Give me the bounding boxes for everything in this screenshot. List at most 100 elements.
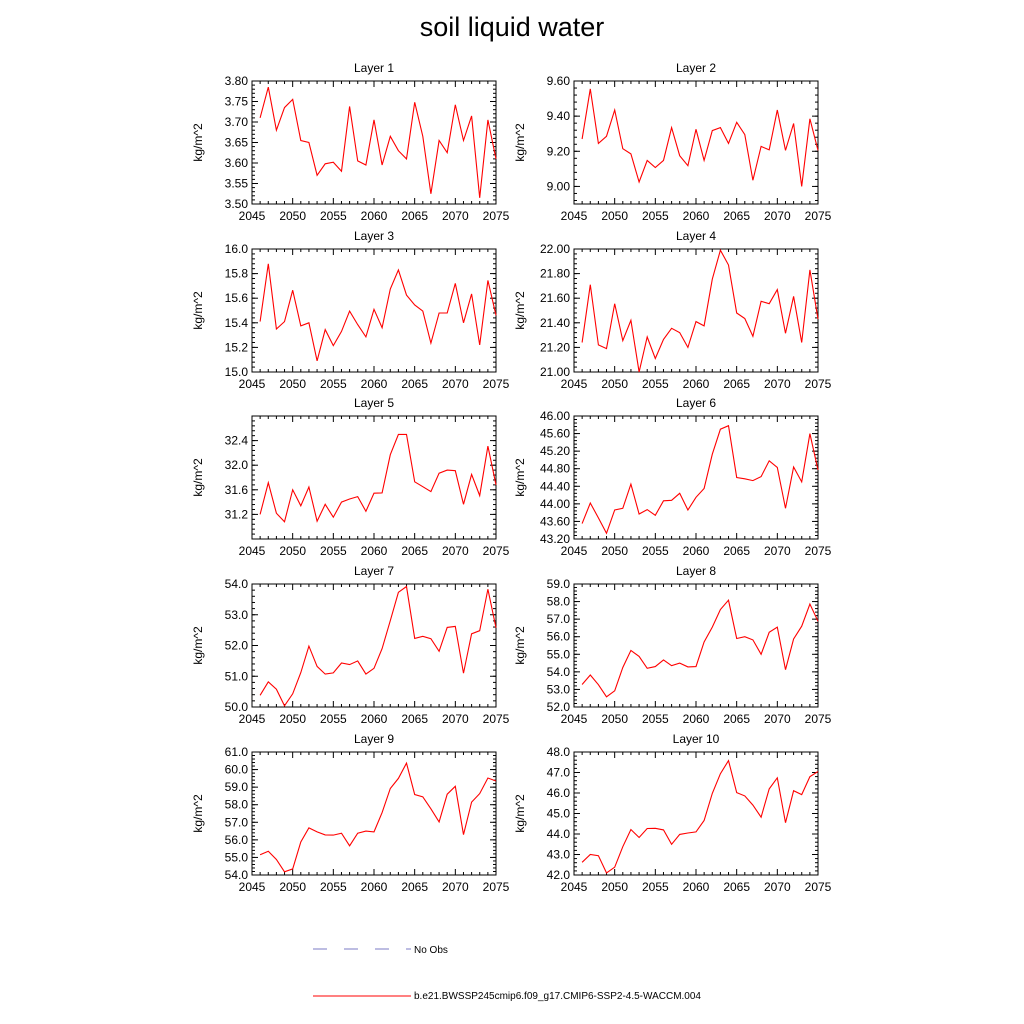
x-tick-label: 2055: [320, 880, 347, 894]
x-tick-label: 2060: [361, 880, 388, 894]
x-tick-label: 2075: [805, 209, 832, 223]
x-tick-label: 2045: [239, 377, 266, 391]
y-tick-label: 53.0: [547, 682, 571, 696]
panel-title: Layer 5: [354, 396, 394, 410]
x-tick-label: 2050: [279, 880, 306, 894]
x-tick-label: 2050: [601, 544, 628, 558]
y-tick-label: 47.0: [547, 766, 571, 780]
y-tick-label: 3.75: [225, 95, 249, 109]
panel-title: Layer 9: [354, 732, 394, 746]
x-tick-label: 2050: [279, 544, 306, 558]
y-tick-label: 46.0: [547, 786, 571, 800]
y-tick-label: 57.0: [547, 612, 571, 626]
x-tick-label: 2045: [239, 544, 266, 558]
panel-title: Layer 7: [354, 564, 394, 578]
x-tick-label: 2075: [483, 209, 510, 223]
y-tick-label: 58.0: [547, 595, 571, 609]
y-tick-label: 55.0: [547, 647, 571, 661]
y-tick-label: 48.0: [547, 745, 571, 759]
y-tick-label: 21.20: [540, 340, 570, 354]
y-axis-label: kg/m^2: [513, 626, 527, 665]
x-tick-label: 2070: [442, 880, 469, 894]
y-tick-label: 58.0: [225, 798, 249, 812]
y-tick-label: 15.8: [225, 267, 249, 281]
plot-frame: [573, 751, 819, 876]
panel-layer-10: 2045 2050 2055 2060 2065 2070 2075 42.0 43.0 44.0…: [513, 732, 832, 894]
y-tick-label: 9.60: [547, 74, 571, 88]
y-tick-label: 3.70: [225, 115, 249, 129]
y-tick-label: 54.0: [225, 577, 249, 591]
y-tick-label: 15.2: [225, 340, 249, 354]
x-tick-label: 2055: [642, 377, 669, 391]
y-tick-label: 45.20: [540, 444, 570, 458]
x-tick-label: 2050: [279, 209, 306, 223]
legend: No Obs b.e21.BWSSP245cmip6.f09_g17.CMIP6-…: [313, 945, 701, 1002]
panel-layer-5: 2045 2050 2055 2060 2065 2070 2075 31.2 31.6 32.0…: [191, 396, 510, 558]
x-tick-label: 2055: [642, 880, 669, 894]
x-tick-label: 2065: [401, 544, 428, 558]
x-tick-label: 2060: [683, 544, 710, 558]
y-tick-label: 53.0: [225, 608, 249, 622]
y-tick-label: 54.0: [547, 665, 571, 679]
x-tick-label: 2065: [723, 880, 750, 894]
y-tick-label: 60.0: [225, 763, 249, 777]
x-tick-label: 2070: [764, 377, 791, 391]
y-tick-label: 21.00: [540, 365, 570, 379]
x-tick-label: 2055: [642, 544, 669, 558]
y-tick-label: 3.50: [225, 197, 249, 211]
y-tick-label: 44.80: [540, 462, 570, 476]
x-tick-label: 2060: [361, 544, 388, 558]
series-line: [581, 248, 819, 373]
x-tick-label: 2045: [561, 544, 588, 558]
panel-layer-3: 2045 2050 2055 2060 2065 2070 2075 15.0 15.2 15.4…: [191, 229, 510, 391]
series-line: [259, 761, 497, 873]
x-tick-label: 2045: [561, 712, 588, 726]
y-tick-label: 15.0: [225, 365, 249, 379]
y-axis-label: kg/m^2: [191, 626, 205, 665]
y-tick-label: 44.0: [547, 827, 571, 841]
x-tick-label: 2070: [442, 377, 469, 391]
x-tick-label: 2045: [561, 377, 588, 391]
y-tick-label: 43.60: [540, 514, 570, 528]
y-tick-label: 43.20: [540, 532, 570, 546]
x-tick-label: 2060: [683, 712, 710, 726]
x-tick-label: 2065: [401, 209, 428, 223]
y-tick-label: 56.0: [547, 630, 571, 644]
panel-title: Layer 3: [354, 229, 394, 243]
x-tick-label: 2070: [764, 209, 791, 223]
y-tick-label: 46.00: [540, 409, 570, 423]
page-title: soil liquid water: [419, 12, 605, 42]
y-tick-label: 45.60: [540, 427, 570, 441]
y-tick-label: 52.0: [225, 639, 249, 653]
y-tick-label: 44.00: [540, 497, 570, 511]
plot-frame: [251, 583, 497, 708]
panel-title: Layer 1: [354, 61, 394, 75]
x-tick-label: 2075: [483, 377, 510, 391]
x-tick-label: 2075: [483, 712, 510, 726]
plot-frame: [251, 80, 497, 205]
x-tick-label: 2070: [442, 544, 469, 558]
series-line: [581, 424, 819, 535]
x-tick-label: 2075: [805, 880, 832, 894]
y-tick-label: 44.40: [540, 479, 570, 493]
x-tick-label: 2065: [723, 377, 750, 391]
x-tick-label: 2055: [642, 209, 669, 223]
y-tick-label: 31.6: [225, 483, 249, 497]
legend-model-label: b.e21.BWSSP245cmip6.f09_g17.CMIP6-SSP2-4…: [414, 991, 701, 1002]
x-tick-label: 2050: [601, 712, 628, 726]
x-tick-label: 2045: [239, 880, 266, 894]
x-tick-label: 2065: [723, 712, 750, 726]
series-line: [259, 433, 497, 523]
series-line: [259, 86, 497, 198]
x-tick-label: 2065: [723, 544, 750, 558]
x-tick-label: 2050: [601, 377, 628, 391]
y-tick-label: 54.0: [225, 868, 249, 882]
y-tick-label: 61.0: [225, 745, 249, 759]
y-tick-label: 32.0: [225, 458, 249, 472]
panel-layer-8: 2045 2050 2055 2060 2065 2070 2075 52.0 53.0 54.0…: [513, 564, 832, 726]
y-tick-label: 59.0: [547, 577, 571, 591]
panel-layer-4: 2045 2050 2055 2060 2065 2070 2075 21.00 21.20 21…: [513, 229, 832, 391]
x-tick-label: 2060: [683, 377, 710, 391]
y-tick-label: 3.55: [225, 177, 249, 191]
x-tick-label: 2070: [764, 880, 791, 894]
